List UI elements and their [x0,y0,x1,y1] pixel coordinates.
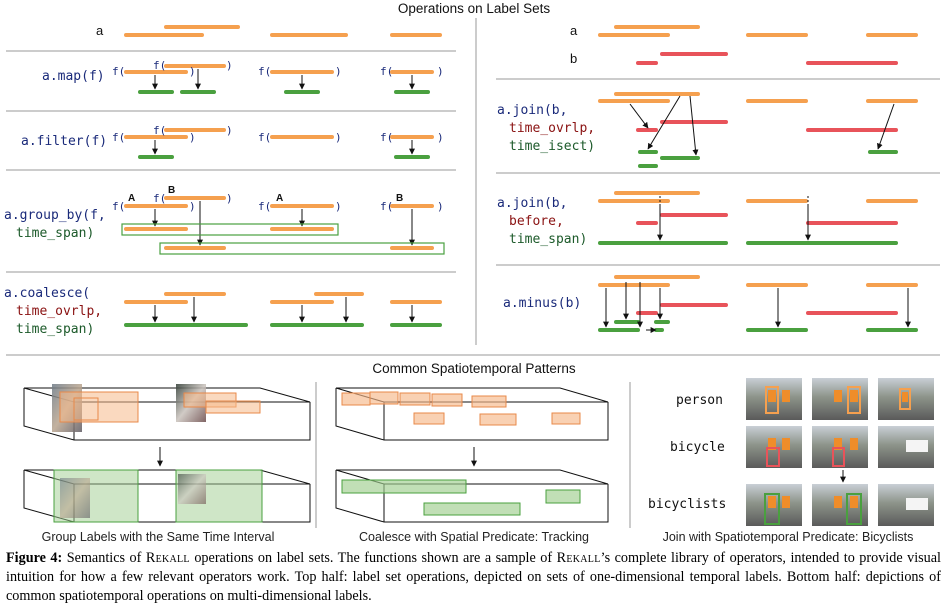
function-close: ) [437,200,444,213]
function-open: f( [258,65,271,78]
pattern-coalesce-tracking: Coalesce with Spatial Predicate: Trackin… [335,387,609,544]
function-open: f( [258,200,271,213]
caption-segment: Semantics of [62,550,146,566]
function-close: ) [335,200,342,213]
group-volume-bottom [23,469,311,523]
left-row-a-label: a [96,23,104,38]
figure-caption: Figure 4: Semantics of Rekall operations… [6,549,941,606]
function-close: ) [189,131,196,144]
group-key-label: B [396,193,403,204]
caption-segment: operations on label sets. The functions … [189,550,557,566]
right-row-b-label: b [570,51,577,66]
function-labels: f() f() f() f() f() f() f() f() f() f() f() f() A B A B [112,59,444,213]
function-open: f( [112,131,125,144]
function-close: ) [437,131,444,144]
pattern-caption-3: Join with Spatiotemporal Predicate: Bicy… [663,530,914,544]
function-open: f( [380,200,393,213]
function-close: ) [335,131,342,144]
tracking-volume-top [335,387,609,441]
function-open: f( [153,59,166,72]
right-row-join2-label: time_span) [509,232,587,247]
function-open: f( [112,200,125,213]
function-open: f( [380,131,393,144]
right-row-join1-label: a.join(b, [497,103,567,118]
system-name: Rekall [556,550,601,566]
interval-marks [124,25,918,332]
caption-segment: ’s complete library of operators, intend… [6,550,942,604]
group-box-b [159,242,445,255]
function-open: f( [258,131,271,144]
right-row-join2-label: before, [509,214,564,229]
group-key-label: A [276,193,283,204]
arrow [629,103,649,129]
right-row-join1-label: time_isect) [509,139,595,154]
arrow [876,103,895,150]
patterns-title: Common Spatiotemporal Patterns [372,361,576,376]
function-open: f( [153,192,166,205]
left-row-map-label: a.map(f) [42,69,105,84]
left-row-filter-label: a.filter(f) [21,134,107,149]
function-open: f( [380,65,393,78]
figure-label: Figure 4: [6,550,63,566]
pattern-join-bicyclists: person bicycle bicyclists [648,378,934,544]
function-close: ) [335,65,342,78]
join-label-person: person [676,393,723,408]
right-row-labels: ab a.join(b, time_ovrlp, time_isect) a.join(… [497,23,595,311]
right-row-join1-label: time_ovrlp, [509,121,595,136]
figure-canvas: Operations on Label Sets Common Spatiote… [4,1,940,544]
left-row-coalesce-label: time_ovrlp, [16,304,102,319]
left-row-group_by-label: a.group_by(f, [4,208,106,223]
system-name: Rekall [145,550,190,566]
group-key-label: A [128,193,135,204]
join-label-bicyclists: bicyclists [648,497,726,512]
arrow [689,95,699,156]
left-row-labels: a a.map(f) a.filter(f) a.group_by(f, time_sp… [4,23,107,337]
function-close: ) [226,59,233,72]
join-label-bicycle: bicycle [670,440,725,455]
pattern-caption-1: Group Labels with the Same Time Interval [42,530,275,544]
function-close: ) [189,65,196,78]
tracking-volume-bottom [335,469,609,523]
arrow [647,95,681,150]
group-box-a [121,223,339,236]
street-thumbnails [746,378,934,526]
group-key-label: B [168,185,175,196]
pattern-group-labels: Group Labels with the Same Time Interval [23,384,311,544]
function-close: ) [437,65,444,78]
right-row-a-label: a [570,23,578,38]
right-row-minus-label: a.minus(b) [503,296,581,311]
function-open: f( [112,65,125,78]
group-volume-top [23,384,311,441]
left-row-group_by-label: time_span) [16,226,94,241]
dividers [6,18,940,528]
function-close: ) [226,124,233,137]
operations-title: Operations on Label Sets [398,1,551,16]
pattern-caption-2: Coalesce with Spatial Predicate: Trackin… [359,530,589,544]
function-close: ) [189,200,196,213]
arrow-marks [152,69,911,333]
left-row-coalesce-label: a.coalesce( [4,286,90,301]
left-row-coalesce-label: time_span) [16,322,94,337]
function-close: ) [226,192,233,205]
function-open: f( [153,124,166,137]
right-row-join2-label: a.join(b, [497,196,567,211]
